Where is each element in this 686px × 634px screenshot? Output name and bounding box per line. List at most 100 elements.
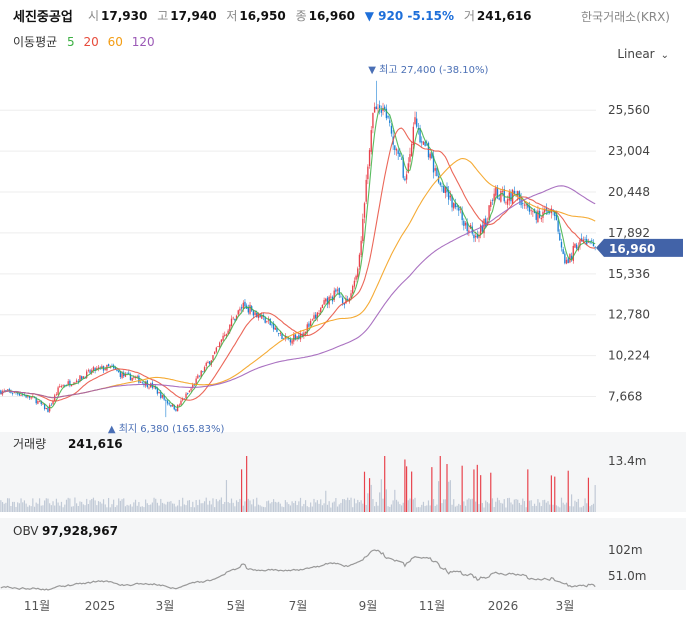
ma-5[interactable]: 5	[67, 35, 75, 49]
price-tick-label-6: 10,224	[608, 349, 650, 363]
candle-body	[192, 384, 194, 388]
candle-body	[442, 186, 445, 193]
high-annotation: ▼ 최고 27,400 (-38.10%)	[368, 64, 488, 76]
volume-bar	[587, 477, 590, 512]
volume-bar	[342, 499, 344, 512]
volume-bar	[549, 504, 551, 512]
candle-body	[345, 298, 347, 304]
ma-20[interactable]: 20	[83, 35, 99, 49]
candle-body	[459, 208, 462, 210]
volume-bar	[87, 504, 89, 512]
candle-body	[144, 381, 147, 386]
volume-bar	[197, 505, 199, 512]
volume-bar	[582, 505, 584, 512]
volume-bar	[374, 506, 376, 512]
candle-body	[591, 240, 593, 242]
volume-bar	[417, 507, 419, 512]
candle-body	[476, 234, 478, 238]
volume-bar	[91, 499, 93, 512]
candle-body	[510, 191, 512, 202]
volume-bar	[237, 502, 239, 512]
candle-body	[518, 191, 521, 200]
candle-body	[181, 399, 184, 401]
volume-bar	[47, 498, 49, 512]
moving-average-legend[interactable]: 이동평균 5 20 60 120	[13, 33, 160, 50]
candle-body	[303, 332, 305, 337]
candle-body	[437, 176, 440, 183]
obv-panel-value: 97,928,967	[42, 524, 118, 538]
candle-body	[6, 389, 9, 391]
candle-body	[252, 310, 255, 316]
candle-body	[592, 242, 595, 247]
volume-bar	[352, 507, 354, 512]
volume-bar	[517, 499, 519, 512]
volume-bar	[256, 497, 258, 512]
candle-body	[281, 333, 283, 340]
candle-body	[490, 201, 492, 207]
candle-body	[126, 372, 128, 374]
candle-body	[304, 331, 307, 334]
candle-body	[244, 301, 246, 307]
volume-bar	[544, 499, 546, 512]
volume-bar	[267, 500, 270, 512]
volume-bar	[246, 456, 248, 512]
candle-body	[136, 376, 138, 378]
volume-bar	[242, 505, 244, 512]
candle-body	[586, 238, 588, 245]
volume-bar	[545, 502, 547, 512]
volume-bar	[192, 501, 194, 512]
candle-body	[171, 404, 174, 407]
candle-body	[254, 312, 256, 316]
volume-bar	[414, 497, 416, 512]
volume-bar	[128, 505, 130, 512]
volume-bar	[537, 499, 539, 512]
volume-bar	[227, 502, 229, 512]
candle-body	[565, 259, 568, 264]
volume-bar	[330, 507, 332, 512]
volume-bar	[177, 505, 179, 512]
volume-bar	[18, 503, 20, 512]
candle-body	[468, 230, 470, 233]
volume-bar	[404, 459, 406, 512]
candle-body	[133, 377, 135, 378]
candle-body	[448, 190, 450, 200]
volume-bar	[274, 501, 276, 512]
candle-body	[589, 241, 591, 243]
candle-body	[355, 275, 357, 280]
volume-bar	[542, 500, 544, 512]
volume-bar	[8, 498, 10, 512]
low-value: 16,950	[239, 9, 286, 23]
price-chart[interactable]: 25,560 23,004 20,448 17,892 15,336 12,780 10,2…	[0, 60, 686, 634]
volume-bar	[518, 502, 520, 512]
price-tick-label-4: 15,336	[608, 267, 650, 281]
volume-bar	[552, 504, 554, 512]
ma-120[interactable]: 120	[131, 35, 155, 49]
candle-body	[227, 330, 229, 335]
candle-body	[315, 314, 317, 319]
volume-bar	[252, 499, 254, 512]
candle-body	[575, 244, 578, 249]
volume-bar	[294, 500, 297, 512]
candle-body	[309, 320, 312, 326]
volume-bar	[550, 475, 552, 512]
volume-bar	[528, 500, 531, 512]
volume-bar	[412, 499, 414, 512]
candle-body	[277, 332, 280, 334]
ma-60[interactable]: 60	[107, 35, 123, 49]
candle-body	[362, 218, 364, 242]
volume-bar	[151, 502, 153, 512]
volume-bar	[326, 504, 329, 512]
ma-5-line	[0, 108, 596, 409]
volume-bar	[591, 504, 593, 512]
candle-body	[198, 375, 201, 377]
candle-body	[158, 391, 160, 394]
candle-body	[409, 154, 411, 162]
candle-body	[234, 318, 236, 321]
volume-bar	[443, 499, 445, 512]
scale-select[interactable]: Linear ⌄	[617, 47, 669, 61]
volume-bar	[57, 502, 59, 512]
candle-body	[60, 386, 63, 387]
candle-body	[557, 220, 559, 232]
volume-bar	[308, 507, 310, 512]
candle-body	[458, 207, 460, 211]
